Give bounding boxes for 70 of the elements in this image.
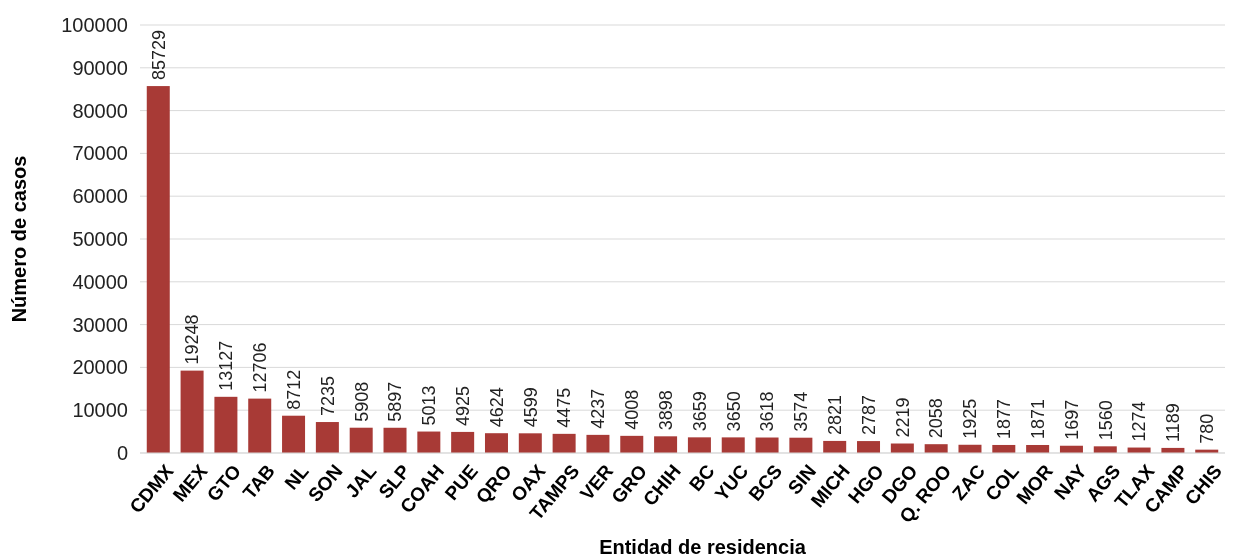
data-label: 8712 xyxy=(283,369,304,410)
data-label: 13127 xyxy=(216,340,237,391)
bar xyxy=(146,86,170,453)
bar xyxy=(789,437,813,453)
data-label: 19248 xyxy=(182,314,203,365)
data-label: 1274 xyxy=(1129,401,1150,442)
data-label: 1189 xyxy=(1163,403,1184,442)
data-label: 2219 xyxy=(892,397,913,438)
data-label: 7235 xyxy=(317,375,338,417)
y-tick-label: 0 xyxy=(116,442,128,464)
bar xyxy=(248,398,272,453)
bar xyxy=(823,440,847,453)
data-label: 5897 xyxy=(385,381,406,422)
data-label: 1560 xyxy=(1095,400,1116,441)
data-label: 780 xyxy=(1197,413,1218,444)
data-label: 1925 xyxy=(960,398,981,439)
data-label: 3659 xyxy=(689,391,710,432)
data-label: 4599 xyxy=(520,387,541,428)
bar xyxy=(180,370,204,453)
bar xyxy=(552,433,576,453)
bar xyxy=(484,433,508,453)
data-label: 4475 xyxy=(554,387,575,428)
data-label: 3898 xyxy=(655,390,676,431)
bar xyxy=(451,431,475,453)
bar xyxy=(755,437,779,453)
y-axis-title: Número de casos xyxy=(8,155,30,323)
data-label: 3650 xyxy=(723,391,744,432)
bar xyxy=(654,436,678,453)
y-tick-label: 70000 xyxy=(72,142,128,165)
y-tick-label: 40000 xyxy=(72,270,128,293)
y-tick-label: 30000 xyxy=(72,313,128,336)
data-label: 4925 xyxy=(452,385,473,426)
bar xyxy=(924,444,948,453)
data-label: 4237 xyxy=(588,388,609,429)
data-label: 2821 xyxy=(825,394,845,435)
data-label: 5908 xyxy=(351,381,372,422)
data-label: 85729 xyxy=(148,30,169,81)
y-tick-label: 20000 xyxy=(72,356,128,379)
bar xyxy=(349,427,373,453)
bar xyxy=(383,427,407,453)
data-label: 2787 xyxy=(858,395,879,436)
bar xyxy=(620,435,644,453)
data-label: 3618 xyxy=(757,391,778,432)
y-tick-label: 100000 xyxy=(61,14,128,36)
bar xyxy=(518,433,542,453)
bar xyxy=(1093,446,1117,453)
y-tick-label: 80000 xyxy=(72,99,128,122)
bar xyxy=(687,437,711,453)
bar xyxy=(857,441,881,453)
data-label: 12706 xyxy=(250,342,271,393)
bar xyxy=(586,434,610,453)
bar xyxy=(214,396,238,453)
bar xyxy=(282,415,306,453)
x-axis-title: Entidad de residencia xyxy=(599,536,807,558)
data-label: 4624 xyxy=(486,387,507,428)
data-label: 3574 xyxy=(791,391,812,432)
y-tick-label: 90000 xyxy=(72,56,128,79)
x-tick-label: TAB xyxy=(238,460,279,503)
y-tick-label: 10000 xyxy=(72,399,128,422)
bar xyxy=(315,422,339,453)
y-tick-label: 60000 xyxy=(72,185,128,208)
data-label: 4008 xyxy=(622,389,643,430)
data-label: 2058 xyxy=(926,398,947,439)
data-label: 1871 xyxy=(1027,398,1048,439)
data-label: 5013 xyxy=(419,385,440,426)
y-tick-label: 50000 xyxy=(72,228,128,250)
data-label: 1877 xyxy=(994,398,1015,439)
data-label: 1697 xyxy=(1061,399,1082,440)
bar xyxy=(721,437,745,453)
bar xyxy=(417,431,441,453)
